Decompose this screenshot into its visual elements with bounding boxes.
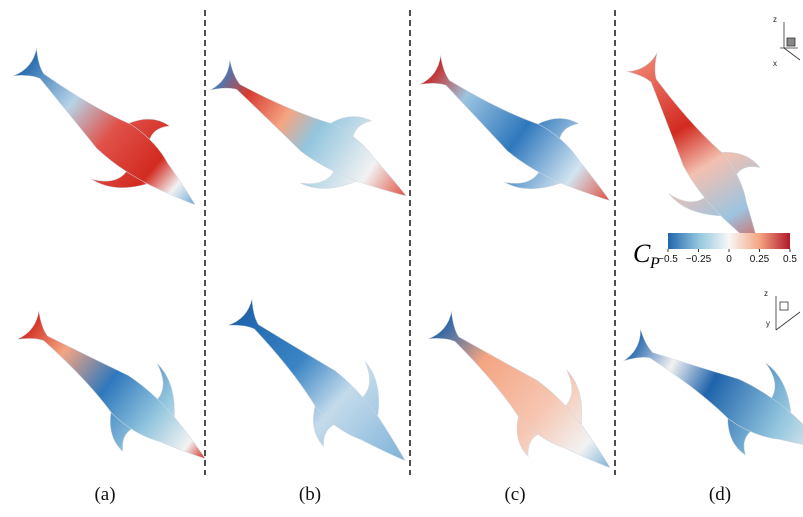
dolphin — [425, 308, 624, 485]
colorbar-tick-label: −0.5 — [658, 254, 678, 265]
dolphin-body — [225, 296, 420, 477]
dolphin — [417, 52, 623, 218]
dolphin-body — [14, 308, 219, 476]
axis-label: z — [764, 289, 768, 298]
panel-label: (d) — [709, 484, 731, 505]
dividers — [204, 10, 616, 475]
colorbar-subscript: P — [649, 255, 660, 272]
dolphin — [225, 296, 420, 477]
panel-label: (b) — [299, 484, 321, 505]
colorbar-symbol: C — [633, 239, 651, 268]
dolphin-body — [208, 56, 419, 214]
dolphin-body — [417, 52, 623, 218]
axis-label: x — [773, 59, 777, 68]
dolphins — [11, 45, 803, 485]
dolphin-body — [624, 50, 779, 262]
dolphin — [208, 56, 419, 214]
dolphin — [11, 45, 210, 221]
colorbar-tick-label: 0.5 — [783, 254, 797, 265]
colorbar: C P −0.5 −0.25 0 0.25 0.5 — [633, 233, 797, 272]
dolphin-body — [425, 308, 624, 485]
axis-triad — [775, 22, 801, 331]
colorbar-ticks: −0.5 −0.25 0 0.25 0.5 — [658, 249, 797, 265]
colorbar-tick-label: 0 — [726, 254, 732, 265]
panel-label: (a) — [94, 484, 115, 505]
dolphin-body — [11, 45, 210, 221]
panel-label: (c) — [504, 484, 525, 505]
dolphin — [621, 326, 803, 469]
colorbar-tick-label: −0.25 — [686, 254, 712, 265]
dolphin — [14, 308, 219, 476]
colorbar-ramp — [668, 233, 790, 249]
axis-label: z — [773, 15, 777, 24]
axis-label: y — [766, 319, 770, 328]
colorbar-tick-label: 0.25 — [750, 254, 770, 265]
